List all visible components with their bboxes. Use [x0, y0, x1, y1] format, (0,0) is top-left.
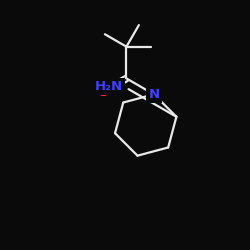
Text: N: N	[148, 88, 160, 101]
Text: H₂N: H₂N	[95, 80, 123, 93]
Text: O: O	[97, 86, 108, 99]
